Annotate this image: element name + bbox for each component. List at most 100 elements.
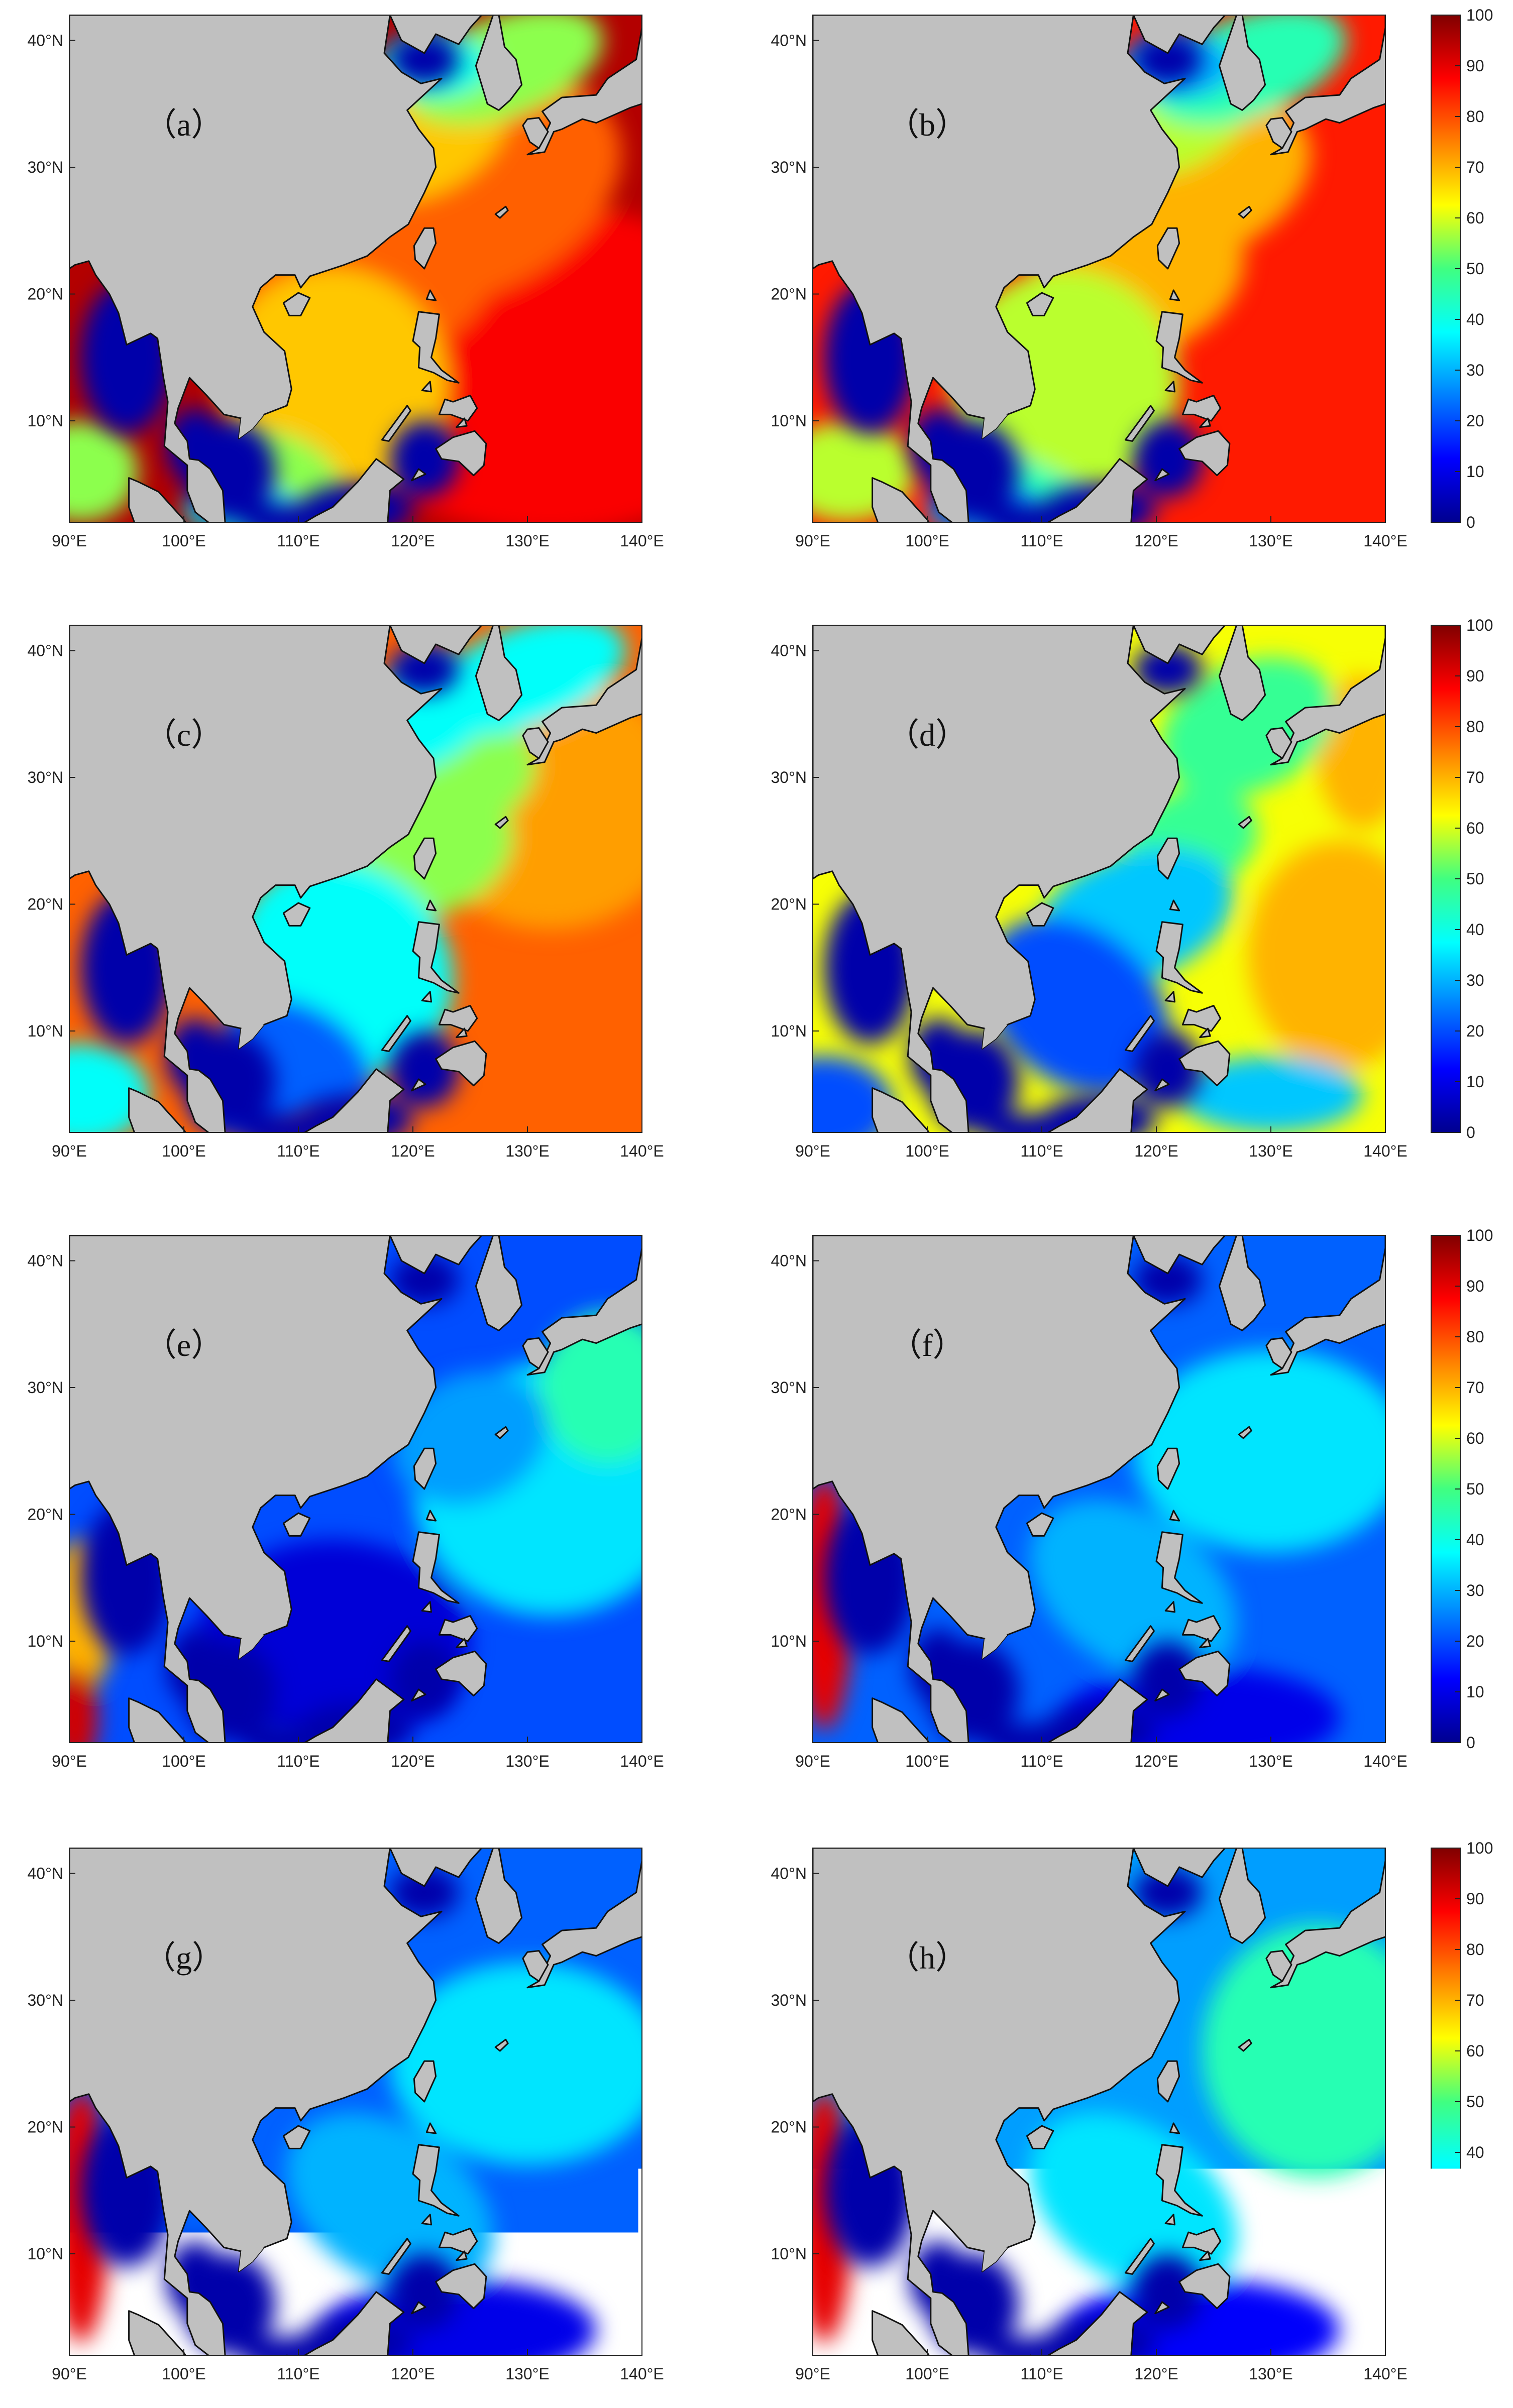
y-tick-label: 30°N <box>771 158 807 176</box>
y-tick-label: 20°N <box>28 2118 64 2136</box>
x-tick-label: 90°E <box>52 532 87 550</box>
colorbars: 0102030405060708090100010203040506070809… <box>1431 6 1493 2364</box>
x-tick-label: 120°E <box>391 532 435 550</box>
y-tick-label: 10°N <box>28 2245 64 2263</box>
y-tick-label: 20°N <box>28 895 64 913</box>
x-tick-label: 110°E <box>1020 1752 1063 1770</box>
colorbar-row-3: 0102030405060708090100 <box>1431 1226 1493 1752</box>
colorbar-tick-label: 70 <box>1466 1991 1484 2009</box>
colorbar-tick-label: 80 <box>1466 107 1484 126</box>
colorbar-tick-label: 100 <box>1466 6 1493 24</box>
x-tick-label: 100°E <box>162 1142 206 1160</box>
map-panel-e: 90°E 100°E 110°E 120°E 130°E 140°E10°N20°N30°… <box>28 1235 688 1770</box>
y-tick-label: 30°N <box>771 768 807 786</box>
colorbar-tick-label: 70 <box>1466 158 1484 176</box>
colorbar-tick-label: 50 <box>1466 2093 1484 2111</box>
colorbar-tick-label: 0 <box>1466 513 1475 531</box>
colorbar-tick-label: 100 <box>1466 616 1493 634</box>
x-tick-label: 100°E <box>905 2365 949 2383</box>
y-tick-label: 10°N <box>28 1022 64 1040</box>
x-tick-label: 120°E <box>391 1142 435 1160</box>
x-tick-label: 90°E <box>52 2365 87 2383</box>
panel-label: （g） <box>144 1940 224 1976</box>
y-tick-label: 10°N <box>771 412 807 430</box>
x-tick-label: 90°E <box>52 1752 87 1770</box>
colorbar-tick-label: 90 <box>1466 57 1484 75</box>
y-tick-label: 40°N <box>28 1252 64 1270</box>
x-tick-label: 100°E <box>905 1752 949 1770</box>
x-tick-label: 140°E <box>1363 1752 1408 1770</box>
colorbar-tick-label: 40 <box>1466 310 1484 328</box>
y-tick-label: 30°N <box>28 768 64 786</box>
y-tick-label: 40°N <box>771 32 807 50</box>
y-tick-label: 20°N <box>771 2118 807 2136</box>
x-tick-label: 130°E <box>505 532 550 550</box>
y-tick-label: 30°N <box>28 1991 64 2009</box>
y-tick-label: 30°N <box>771 1379 807 1397</box>
x-tick-label: 140°E <box>1363 1142 1408 1160</box>
y-tick-label: 10°N <box>771 1632 807 1650</box>
colorbar-tick-label: 70 <box>1466 1379 1484 1397</box>
field-contour-region <box>24 421 138 522</box>
x-tick-label: 110°E <box>1020 532 1063 550</box>
x-tick-label: 110°E <box>277 1752 319 1770</box>
x-tick-label: 110°E <box>1020 2365 1063 2383</box>
y-tick-label: 40°N <box>771 642 807 660</box>
y-tick-label: 10°N <box>771 1022 807 1040</box>
x-tick-label: 90°E <box>795 532 830 550</box>
x-tick-label: 120°E <box>1134 532 1178 550</box>
panel-label: （a） <box>145 107 223 143</box>
x-tick-label: 140°E <box>620 1142 664 1160</box>
colorbar-tick-label: 80 <box>1466 1328 1484 1346</box>
colorbar-tick-label: 90 <box>1466 1890 1484 1908</box>
x-tick-label: 130°E <box>1249 532 1293 550</box>
x-tick-label: 140°E <box>620 532 664 550</box>
y-tick-label: 30°N <box>771 1991 807 2009</box>
y-tick-label: 40°N <box>28 642 64 660</box>
x-tick-label: 110°E <box>277 532 319 550</box>
field-contour-region <box>1202 1924 1431 2178</box>
colorbar-tick-label: 60 <box>1466 819 1484 837</box>
colorbar-tick-label: 0 <box>1466 1123 1475 1141</box>
x-tick-label: 130°E <box>505 1142 550 1160</box>
colorbar-tick-label: 50 <box>1466 260 1484 278</box>
colorbar-tick-label: 80 <box>1466 718 1484 736</box>
y-tick-label: 40°N <box>28 1865 64 1883</box>
colorbar-tick-label: 10 <box>1466 1683 1484 1701</box>
x-tick-label: 90°E <box>795 1142 830 1160</box>
x-tick-label: 120°E <box>1134 1752 1178 1770</box>
colorbar-tick-label: 80 <box>1466 1940 1484 1959</box>
colorbar-tick-label: 0 <box>1466 2346 1475 2364</box>
y-tick-label: 20°N <box>771 895 807 913</box>
y-tick-label: 40°N <box>771 1252 807 1270</box>
y-tick-label: 10°N <box>771 2245 807 2263</box>
x-tick-label: 110°E <box>277 1142 319 1160</box>
colorbar-tick-label: 10 <box>1466 2296 1484 2314</box>
x-tick-label: 100°E <box>905 1142 949 1160</box>
y-tick-label: 20°N <box>28 1506 64 1524</box>
colorbar-tick-label: 20 <box>1466 1632 1484 1650</box>
y-tick-label: 20°N <box>771 285 807 303</box>
colorbar-tick-label: 50 <box>1466 1480 1484 1498</box>
colorbar-tick-label: 60 <box>1466 1429 1484 1447</box>
colorbar-tick-label: 30 <box>1466 971 1484 989</box>
x-tick-label: 100°E <box>162 1752 206 1770</box>
colorbar-row-2: 0 10 20 30 40 50 60 70 80 90 100 <box>1431 616 1493 1141</box>
map-panel-g: 90°E 100°E 110°E 120°E 130°E 140°E10°N20°N30°… <box>28 1848 665 2383</box>
colorbar-tick-label: 90 <box>1466 1277 1484 1295</box>
x-tick-label: 90°E <box>795 1752 830 1770</box>
x-tick-label: 120°E <box>391 2365 435 2383</box>
colorbar-tick-label: 10 <box>1466 1073 1484 1091</box>
x-tick-label: 120°E <box>1134 2365 1178 2383</box>
map-panel-d: 90°E 100°E 110°E 120°E 130°E 140°E10°N20°N30°… <box>755 625 1431 1160</box>
colorbar-tick-label: 100 <box>1466 1839 1493 1857</box>
colorbar-tick-label: 40 <box>1466 2143 1484 2161</box>
y-tick-label: 20°N <box>771 1506 807 1524</box>
map-panels: 90°E 100°E 110°E 120°E 130°E 140°E 10°N 20°N 30°… <box>12 0 1431 2383</box>
colorbar-tick-label: 20 <box>1466 1022 1484 1040</box>
colorbar-tick-label: 40 <box>1466 921 1484 939</box>
x-tick-label: 140°E <box>1363 532 1408 550</box>
x-tick-label: 140°E <box>620 2365 664 2383</box>
x-tick-label: 140°E <box>620 1752 664 1770</box>
x-tick-label: 130°E <box>505 1752 550 1770</box>
